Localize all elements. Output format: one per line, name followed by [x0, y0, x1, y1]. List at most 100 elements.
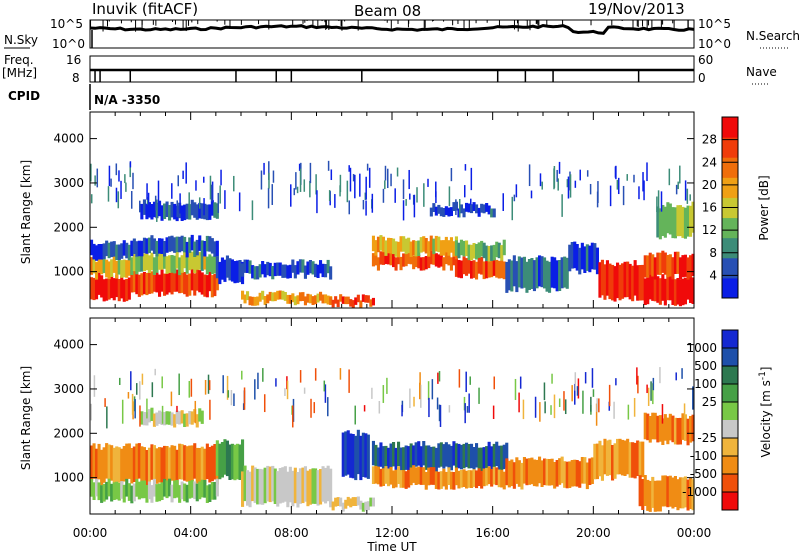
- velocity-cell: [658, 415, 662, 442]
- velocity-cell: [208, 484, 212, 502]
- velocity-cell: [175, 449, 179, 486]
- velocity-speckle: [608, 384, 611, 407]
- power-speckle: [553, 168, 555, 190]
- power-cell: [117, 279, 121, 302]
- power-cell: [482, 242, 486, 259]
- velocity-cell: [205, 485, 209, 503]
- power-cell: [412, 255, 416, 270]
- power-cell: [661, 274, 665, 301]
- velocity-cell: [158, 410, 162, 424]
- power-cell: [210, 200, 214, 216]
- power-cell: [185, 274, 189, 297]
- velocity-speckle: [348, 369, 350, 393]
- power-cell: [585, 244, 589, 271]
- power-cell: [623, 261, 627, 298]
- velocity-speckle: [257, 372, 259, 390]
- velocity-speckle: [692, 386, 694, 410]
- power-cell: [467, 244, 471, 261]
- power-speckle: [303, 179, 306, 192]
- power-cell: [329, 297, 333, 305]
- power-cell: [351, 300, 355, 308]
- power-speckle: [657, 190, 660, 213]
- power-speckle: [561, 194, 563, 217]
- power-cell: [525, 261, 529, 293]
- velocity-cell: [152, 445, 156, 481]
- velocity-speckle: [93, 375, 96, 397]
- velocity-cell: [575, 460, 579, 487]
- velocity-cell: [392, 442, 396, 467]
- power-speckle: [528, 164, 531, 187]
- power-speckle: [362, 199, 365, 210]
- velocity-cell: [651, 476, 655, 508]
- velocity-cell: [341, 432, 345, 477]
- velocity-cell: [394, 469, 398, 488]
- power-cell: [165, 272, 169, 295]
- power-cell: [170, 255, 174, 273]
- velocity-cell: [656, 415, 660, 443]
- time-tick-label: 16:00: [475, 526, 510, 540]
- power-speckle: [656, 196, 658, 213]
- power-cell: [286, 294, 290, 304]
- velocity-speckle: [633, 397, 636, 417]
- velocity-cell: [241, 471, 245, 507]
- velocity-cell: [517, 460, 521, 487]
- velocity-cell: [538, 456, 542, 484]
- velocity-speckle: [650, 381, 652, 401]
- power-cell: [115, 244, 119, 261]
- power-cell: [188, 273, 192, 296]
- power-heatmap: [90, 160, 695, 308]
- velocity-cell: [288, 466, 292, 503]
- power-speckle: [211, 181, 214, 202]
- power-speckle: [633, 174, 635, 183]
- power-cell: [540, 256, 544, 288]
- velocity-cell: [349, 498, 353, 508]
- power-cell: [258, 292, 262, 302]
- power-cell: [195, 204, 199, 220]
- velocity-cell: [200, 446, 204, 483]
- power-cell: [653, 257, 657, 280]
- power-colorbar-segment: [722, 117, 738, 138]
- velocity-speckle: [127, 392, 130, 399]
- velocity-cell: [319, 469, 323, 505]
- velocity-cell: [329, 498, 333, 508]
- power-cell: [628, 263, 632, 300]
- velocity-cell: [107, 444, 111, 480]
- power-speckle: [384, 180, 386, 190]
- power-cell: [485, 260, 489, 279]
- velocity-cell: [598, 440, 602, 477]
- velocity-cell: [178, 485, 182, 503]
- power-cell: [142, 199, 146, 215]
- power-cell: [90, 239, 94, 256]
- velocity-cell: [618, 438, 622, 475]
- velocity-cell: [512, 462, 516, 489]
- power-cell: [673, 279, 677, 306]
- nsearch-tick-bottom: 10^0: [698, 37, 731, 51]
- velocity-cell: [110, 483, 114, 502]
- velocity-cell: [163, 445, 167, 482]
- power-speckle: [271, 184, 274, 205]
- velocity-cell: [248, 471, 252, 508]
- velocity-cell: [555, 460, 559, 487]
- power-cell: [137, 254, 141, 272]
- velocity-cell: [251, 465, 255, 502]
- power-cell: [404, 252, 408, 267]
- velocity-cell: [193, 481, 197, 500]
- velocity-speckle: [176, 405, 178, 413]
- velocity-cell: [135, 443, 139, 480]
- power-cell: [198, 252, 202, 270]
- velocity-cell: [155, 448, 159, 484]
- power-cell: [178, 236, 182, 253]
- power-cell: [268, 291, 272, 301]
- power-cell: [532, 260, 536, 292]
- velocity-cell: [505, 442, 509, 468]
- velocity-cell: [570, 460, 574, 487]
- power-colorbar-segment: [722, 157, 738, 178]
- power-speckle: [348, 200, 351, 215]
- velocity-cell: [105, 481, 109, 500]
- power-cell: [651, 254, 655, 277]
- velocity-speckle: [439, 404, 442, 427]
- power-cell: [452, 252, 456, 266]
- velocity-cell: [90, 445, 94, 481]
- power-cell: [230, 259, 234, 282]
- power-cell: [381, 236, 385, 253]
